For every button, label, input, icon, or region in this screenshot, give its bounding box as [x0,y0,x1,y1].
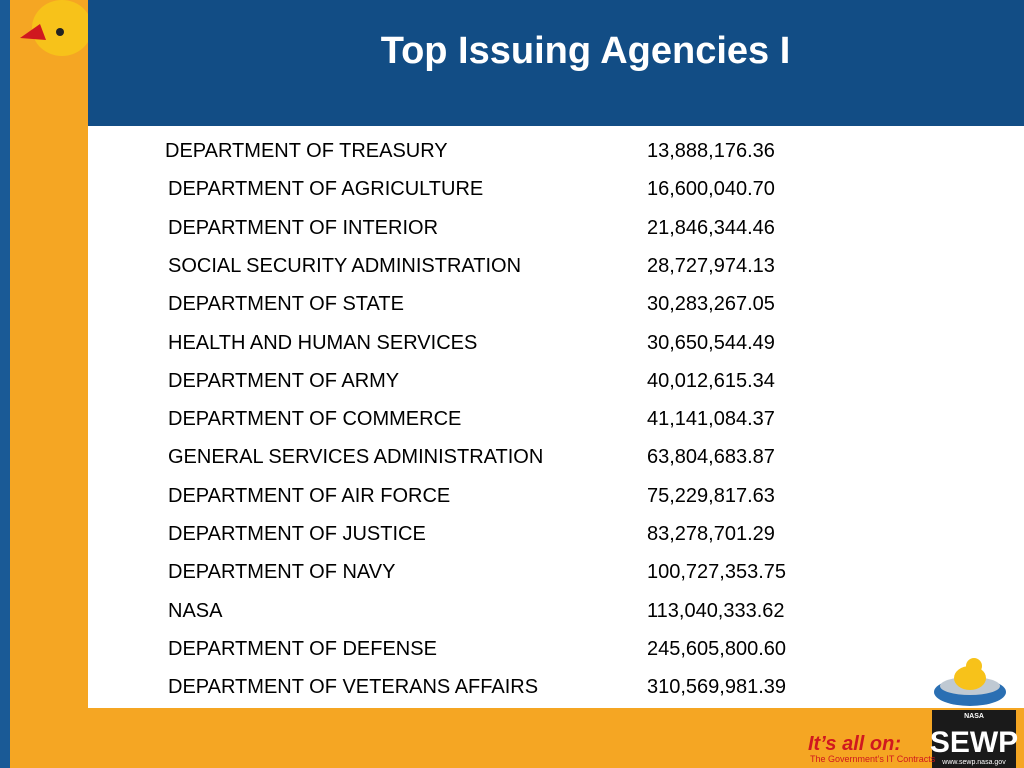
logo-url: www.sewp.nasa.gov [941,759,1006,766]
sewp-logo: NASA SEWP www.sewp.nasa.gov [930,658,1018,768]
left-edge [0,0,10,768]
agency-amount: 75,229,817.63 [647,484,775,507]
agency-name: NASA [168,599,223,622]
header-band [88,0,1024,126]
agency-amount: 40,012,615.34 [647,369,775,392]
agency-name: DEPARTMENT OF ARMY [168,369,400,392]
agency-amount: 16,600,040.70 [647,178,775,201]
agency-name: DEPARTMENT OF INTERIOR [168,216,439,239]
subtagline: The Government’s IT Contracts [810,754,936,764]
agency-name: DEPARTMENT OF DEFENSE [168,637,437,660]
agency-name: DEPARTMENT OF TREASURY [165,140,448,162]
agency-name: DEPARTMENT OF STATE [168,293,404,316]
agency-name: SOCIAL SECURITY ADMINISTRATION [168,254,522,277]
agency-amount: 13,888,176.36 [647,140,775,162]
content-area [88,126,1024,708]
agency-name: HEALTH AND HUMAN SERVICES [168,331,478,354]
agency-amount: 28,727,974.13 [647,254,775,277]
agency-name: DEPARTMENT OF AIR FORCE [168,484,451,507]
agency-amount: 41,141,084.37 [647,408,775,431]
agency-name: DEPARTMENT OF COMMERCE [168,408,462,431]
agency-name: DEPARTMENT OF VETERANS AFFAIRS [168,676,539,699]
agency-amount: 21,846,344.46 [647,216,775,239]
agency-amount: 245,605,800.60 [647,637,787,660]
agency-name: GENERAL SERVICES ADMINISTRATION [168,446,544,469]
agency-name: DEPARTMENT OF NAVY [168,561,396,584]
slide-title: Top Issuing Agencies I [380,30,791,72]
logo-top: NASA [964,713,984,720]
agency-amount: 100,727,353.75 [647,561,787,584]
agency-name: DEPARTMENT OF AGRICULTURE [168,178,484,201]
agency-amount: 83,278,701.29 [647,523,775,545]
agency-amount: 113,040,333.62 [647,599,785,622]
agency-amount: 30,650,544.49 [647,331,775,354]
duck-logo [20,0,88,56]
agency-amount: 30,283,267.05 [647,293,775,316]
agency-amount: 310,569,981.39 [647,676,787,699]
agency-name: DEPARTMENT OF JUSTICE [168,523,426,545]
tagline: It’s all on: [808,733,901,755]
logo-name: SEWP [930,726,1018,759]
agency-amount: 63,804,683.87 [647,446,775,469]
